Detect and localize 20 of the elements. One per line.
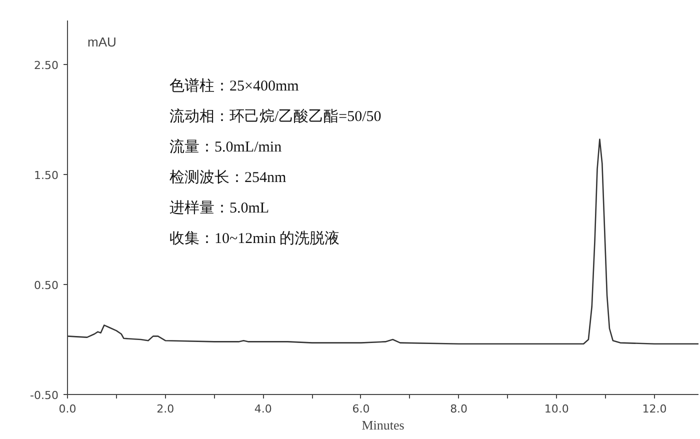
annotation: 进样量：5.0mL — [170, 200, 270, 216]
y-tick-label: 2.50 — [34, 59, 59, 72]
x-tick-label: 0.0 — [58, 402, 76, 416]
annotation: 流量：5.0mL/min — [170, 138, 282, 156]
x-tick-label: 6.0 — [352, 402, 370, 416]
x-axis-title: Minutes — [362, 418, 404, 432]
annotation: 收集：10~12min 的洗脱液 — [170, 230, 340, 247]
y-tick-label: 1.50 — [34, 169, 59, 182]
x-tick-label: 8.0 — [450, 402, 468, 416]
annotation: 色谱柱：25×400mm — [170, 78, 300, 94]
y-tick-label: -0.50 — [30, 389, 59, 402]
x-tick-label: 4.0 — [254, 402, 272, 416]
y-tick-label: 0.50 — [34, 279, 59, 292]
x-tick-label: 10.0 — [544, 402, 569, 416]
line-series — [68, 138, 698, 345]
annotation: 流动相：环己烷/乙酸乙酯=50/50 — [170, 108, 382, 125]
x-tick-label: 12.0 — [642, 402, 667, 416]
y-axis-title: mAU — [88, 34, 116, 50]
annotation: 检测波长：254nm — [170, 169, 286, 186]
x-tick-label: 2.0 — [156, 402, 174, 416]
